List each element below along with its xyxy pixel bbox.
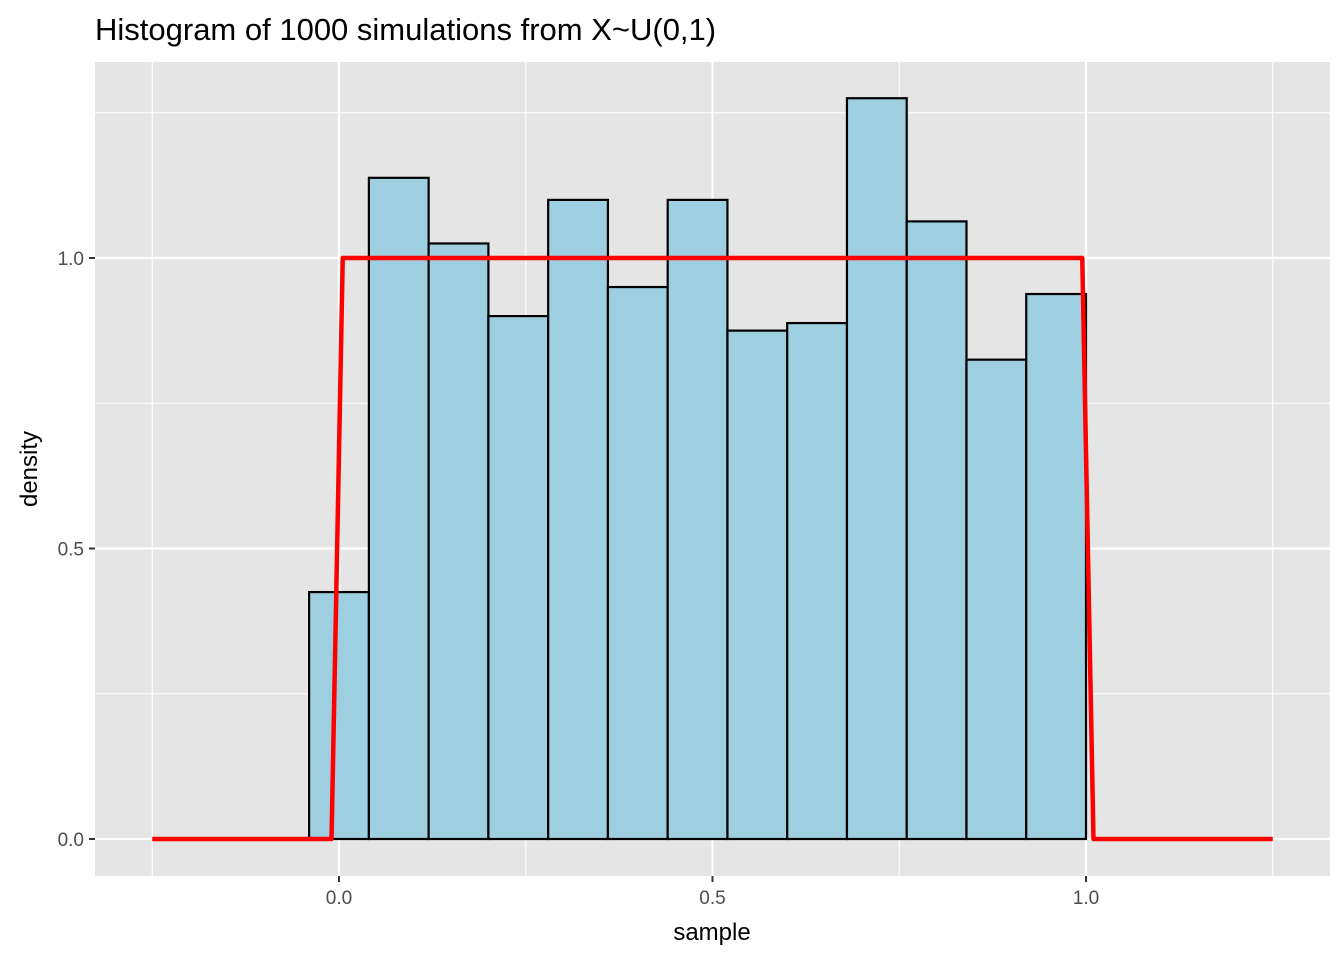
y-tick-label: 0.5 — [58, 540, 84, 561]
histogram-bar-1 — [308, 590, 370, 841]
x-axis-title: sample — [673, 919, 750, 946]
x-tick-label: 1.0 — [1073, 888, 1099, 909]
histogram-bar-8 — [726, 329, 789, 841]
histogram-bar-13 — [1025, 292, 1088, 841]
y-axis-title: density — [16, 431, 43, 507]
y-tick-label: 1.0 — [58, 249, 84, 270]
histogram-bar-10 — [845, 97, 908, 841]
histogram-bars — [308, 97, 1088, 841]
uniform-density-curve — [152, 255, 1273, 842]
chart-title: Histogram of 1000 simulations from X~U(0… — [95, 12, 716, 47]
histogram-bar-11 — [905, 220, 968, 841]
histogram-bar-7 — [666, 198, 729, 841]
histogram-bar-12 — [965, 358, 1028, 841]
histogram-bar-2 — [367, 176, 430, 841]
x-tick-label: 0.0 — [326, 888, 352, 909]
histogram-bar-9 — [786, 321, 849, 841]
histogram-bar-3 — [427, 242, 490, 841]
histogram-bar-5 — [547, 198, 610, 841]
histogram-bar-4 — [487, 315, 550, 841]
histogram-bar-6 — [606, 285, 669, 841]
y-axis-ticks: 0.0 0.5 1.0 — [58, 249, 95, 851]
y-tick-label: 0.0 — [58, 830, 84, 851]
x-tick-label: 0.5 — [699, 888, 725, 909]
x-axis-ticks: 0.0 0.5 1.0 — [326, 876, 1099, 909]
